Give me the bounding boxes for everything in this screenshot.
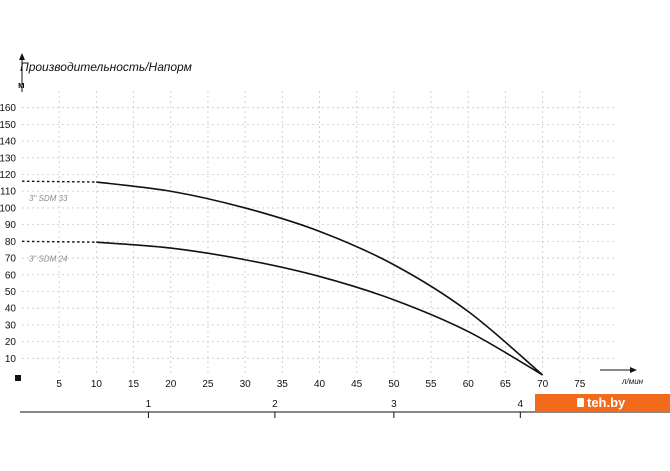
y-tick-labels: 10 20 30 40 50 60 70 80 90 100 110 120 130 140 150 160	[0, 103, 16, 365]
chart-title: Производительность/Напорм	[20, 60, 192, 74]
x-axis-arrow	[630, 367, 637, 373]
y-tick-label: 160	[0, 103, 16, 114]
x-tick-label: 65	[500, 379, 512, 390]
y-tick-label: 90	[5, 220, 17, 231]
x-tick-label: 60	[463, 379, 475, 390]
series-label: 3" SDM 24	[29, 254, 68, 263]
y-tick-label: 30	[5, 320, 17, 331]
watermark-text: teh.by	[587, 395, 626, 410]
y-tick-label: 60	[5, 270, 17, 281]
x-tick-label: 70	[537, 379, 549, 390]
y-tick-label: 150	[0, 120, 16, 131]
x-tick-label: 20	[165, 379, 177, 390]
y-tick-label: 10	[5, 354, 17, 365]
y-tick-label: 80	[5, 237, 17, 248]
y-tick-label: 20	[5, 337, 17, 348]
secondary-tick-label: 4	[518, 399, 524, 410]
y-tick-label: 50	[5, 287, 17, 298]
y-tick-label: 100	[0, 203, 16, 214]
y-tick-label: 140	[0, 137, 16, 148]
y-tick-label: 120	[0, 170, 16, 181]
x-tick-label: 10	[91, 379, 103, 390]
series-dashed-segment	[21, 180, 97, 183]
watermark-badge: teh.by	[535, 394, 670, 412]
x-tick-label: 35	[277, 379, 289, 390]
secondary-tick-label: 1	[146, 399, 152, 410]
y-tick-label: 130	[0, 153, 16, 164]
x-tick-label: 40	[314, 379, 326, 390]
watermark-icon	[577, 398, 584, 407]
y-axis: м	[18, 53, 25, 92]
gridlines	[22, 91, 617, 375]
x-tick-labels: 5 10 15 20 25 30 35 40 45 50 55 60 65 70 75	[56, 379, 585, 390]
series-dashed-segment	[21, 240, 97, 243]
x-tick-label: 30	[240, 379, 252, 390]
x-tick-label: 25	[202, 379, 214, 390]
series-label: 3" SDM 33	[29, 194, 68, 203]
secondary-tick-label: 3	[391, 399, 397, 410]
x-axis: л/мин	[600, 367, 644, 386]
series-line	[96, 241, 544, 376]
y-tick-label: 70	[5, 254, 17, 265]
secondary-axis-ticks: 1 2 3 4	[146, 399, 524, 418]
x-axis-unit: л/мин	[621, 377, 644, 386]
secondary-tick-label: 2	[272, 399, 278, 410]
x-tick-label: 75	[574, 379, 586, 390]
y-axis-arrow	[19, 53, 25, 60]
x-tick-label: 5	[56, 379, 62, 390]
y-tick-label: 40	[5, 304, 17, 315]
series-line	[96, 181, 544, 376]
y-axis-unit: м	[18, 80, 25, 90]
x-tick-label: 15	[128, 379, 140, 390]
x-tick-label: 55	[426, 379, 438, 390]
y-tick-label: 110	[0, 187, 16, 198]
curves: 3" SDM 33 3" SDM 24	[21, 180, 544, 376]
x-tick-label: 45	[351, 379, 363, 390]
x-tick-label: 50	[388, 379, 400, 390]
origin-marker	[15, 375, 21, 381]
